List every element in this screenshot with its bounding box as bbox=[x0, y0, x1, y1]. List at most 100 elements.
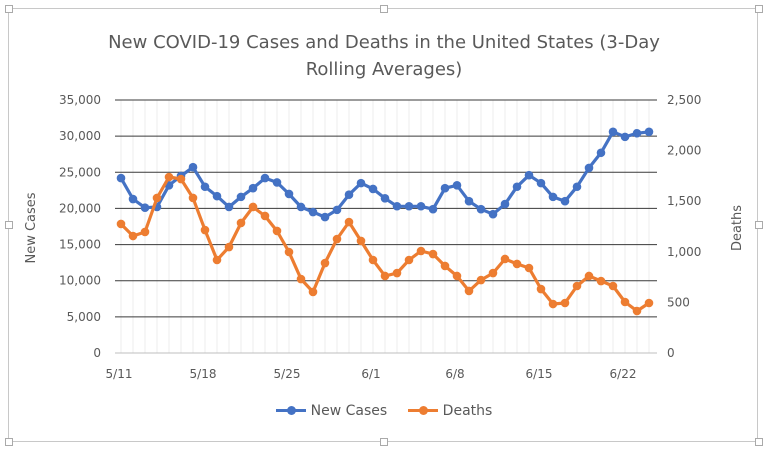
x-tick-label: 5/18 bbox=[190, 367, 217, 381]
new-cases-point bbox=[248, 183, 258, 193]
deaths-point bbox=[356, 236, 366, 246]
deaths-point bbox=[488, 268, 498, 278]
new-cases-point bbox=[260, 173, 270, 183]
new-cases-point bbox=[608, 127, 618, 137]
deaths-point bbox=[416, 246, 426, 256]
new-cases-point bbox=[212, 191, 222, 201]
new-cases-point bbox=[404, 201, 414, 211]
y-tick-label: 30,000 bbox=[59, 129, 101, 143]
y-tick-label: 5,000 bbox=[67, 310, 101, 324]
resize-handle[interactable] bbox=[5, 438, 13, 446]
deaths-point bbox=[332, 234, 342, 244]
x-tick-label: 6/1 bbox=[361, 367, 380, 381]
x-tick-label: 6/8 bbox=[445, 367, 464, 381]
new-cases-point bbox=[140, 203, 150, 213]
deaths-point bbox=[164, 172, 174, 182]
deaths-point bbox=[212, 255, 222, 265]
deaths-point bbox=[632, 306, 642, 316]
deaths-point bbox=[368, 255, 378, 265]
y-axis-label: New Cases bbox=[24, 192, 39, 263]
new-cases-point bbox=[296, 202, 306, 212]
new-cases-point bbox=[344, 190, 354, 199]
legend-label: New Cases bbox=[310, 402, 388, 419]
resize-handle[interactable] bbox=[755, 5, 763, 13]
deaths-point bbox=[572, 281, 582, 291]
x-tick-label: 5/11 bbox=[106, 367, 133, 381]
chart-title-line: New COVID-19 Cases and Deaths in the Uni… bbox=[108, 32, 660, 53]
deaths-point bbox=[248, 202, 258, 212]
y-tick-label: 10,000 bbox=[59, 274, 101, 288]
deaths-point bbox=[464, 286, 474, 296]
new-cases-point bbox=[128, 194, 138, 204]
new-cases-point bbox=[320, 212, 330, 222]
deaths-point bbox=[476, 275, 486, 285]
resize-handle[interactable] bbox=[380, 5, 388, 13]
new-cases-point bbox=[536, 178, 546, 188]
new-cases-point bbox=[464, 196, 474, 206]
deaths-point bbox=[224, 242, 234, 252]
deaths-point bbox=[308, 287, 318, 297]
deaths-point bbox=[296, 274, 306, 284]
y2-tick-label: 2,500 bbox=[667, 93, 701, 107]
new-cases-point bbox=[644, 127, 654, 137]
new-cases-point bbox=[116, 173, 126, 183]
y2-axis-label: Deaths bbox=[730, 205, 745, 251]
legend-marker bbox=[275, 406, 306, 415]
deaths-point bbox=[500, 254, 510, 264]
y2-tick-label: 1,500 bbox=[667, 194, 701, 208]
y2-tick-label: 500 bbox=[667, 295, 690, 309]
deaths-point bbox=[404, 255, 414, 265]
y-tick-label: 15,000 bbox=[59, 238, 101, 252]
resize-handle[interactable] bbox=[755, 438, 763, 446]
resize-handle[interactable] bbox=[5, 221, 13, 229]
deaths-point bbox=[536, 284, 546, 294]
new-cases-point bbox=[308, 207, 318, 217]
deaths-point bbox=[140, 227, 150, 237]
new-cases-point bbox=[500, 199, 510, 209]
y2-tick-label: 0 bbox=[667, 346, 675, 360]
new-cases-point bbox=[368, 184, 378, 194]
chart-title-line: Rolling Averages) bbox=[305, 59, 463, 80]
legend-marker bbox=[407, 406, 438, 415]
new-cases-point bbox=[416, 201, 426, 211]
deaths-point bbox=[128, 231, 138, 241]
new-cases-point bbox=[392, 201, 402, 211]
new-cases-point bbox=[356, 178, 366, 188]
new-cases-point bbox=[452, 180, 462, 190]
deaths-point bbox=[380, 271, 390, 281]
deaths-point bbox=[548, 299, 558, 309]
deaths-point bbox=[512, 259, 522, 269]
y-tick-label: 25,000 bbox=[59, 165, 101, 179]
legend-item-new-cases[interactable]: New Cases bbox=[275, 402, 388, 419]
resize-handle[interactable] bbox=[5, 5, 13, 13]
y2-tick-label: 1,000 bbox=[667, 245, 701, 259]
resize-handle[interactable] bbox=[380, 438, 388, 446]
deaths-point bbox=[236, 218, 246, 228]
new-cases-point bbox=[572, 182, 582, 192]
deaths-point bbox=[200, 225, 210, 235]
new-cases-point bbox=[332, 205, 342, 215]
deaths-point bbox=[344, 217, 354, 227]
resize-handle[interactable] bbox=[755, 221, 763, 229]
new-cases-point bbox=[524, 170, 534, 180]
deaths-point bbox=[116, 219, 126, 229]
new-cases-point bbox=[596, 148, 606, 158]
new-cases-point bbox=[560, 196, 570, 206]
deaths-point bbox=[560, 298, 570, 308]
new-cases-point bbox=[224, 202, 234, 212]
new-cases-point bbox=[200, 182, 210, 192]
y2-tick-label: 2,000 bbox=[667, 144, 701, 158]
deaths-point bbox=[452, 271, 462, 281]
deaths-point bbox=[188, 193, 198, 203]
new-cases-point bbox=[188, 162, 198, 172]
y-tick-label: 0 bbox=[93, 346, 101, 360]
legend-item-deaths[interactable]: Deaths bbox=[407, 403, 492, 419]
new-cases-point bbox=[380, 194, 390, 203]
x-tick-label: 5/25 bbox=[274, 367, 301, 381]
new-cases-point bbox=[236, 192, 246, 202]
chart-title: New COVID-19 Cases and Deaths in the Uni… bbox=[60, 29, 708, 83]
deaths-point bbox=[272, 226, 282, 236]
new-cases-point bbox=[512, 182, 522, 192]
